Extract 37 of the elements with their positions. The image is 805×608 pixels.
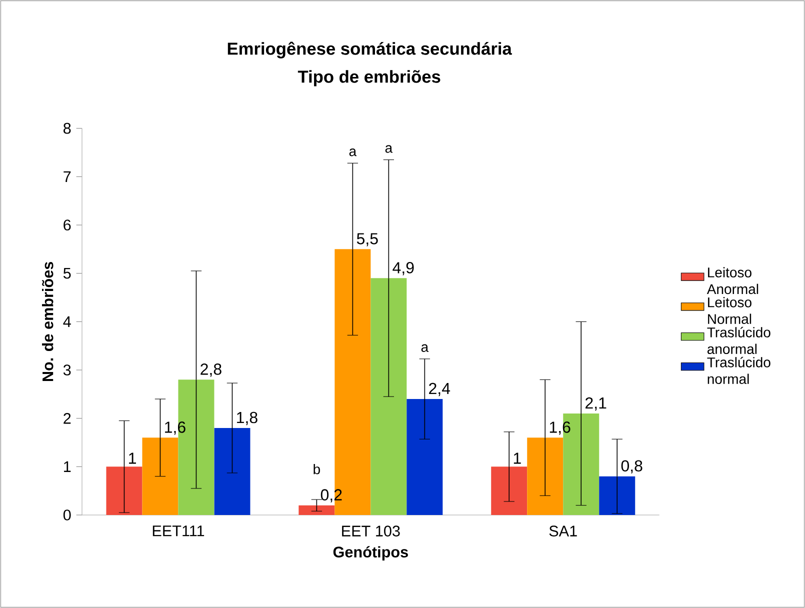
chart-title: Emriogênese somática secundária — [228, 42, 512, 58]
annotation: a — [349, 148, 357, 156]
legend-label: Traslúcido anormal — [707, 326, 770, 354]
y-tick-label: 8 — [64, 122, 71, 134]
y-tick-label: 6 — [64, 220, 71, 230]
data-label: 0,8 — [621, 460, 642, 474]
x-tick-label: SA1 — [549, 526, 577, 536]
x-tick-label: EET 103 — [342, 526, 400, 536]
y-axis-title: No. de embriões — [42, 262, 54, 382]
data-label: 2,4 — [429, 382, 450, 396]
annotation: a — [385, 145, 393, 153]
data-label: 2,1 — [586, 397, 606, 411]
x-tick-label: EET111 — [152, 526, 204, 536]
data-label: 4,9 — [392, 262, 414, 276]
annotation: b — [314, 464, 320, 474]
bar — [370, 278, 407, 515]
legend-label: Leitoso Normal — [708, 297, 752, 324]
y-tick-label: 7 — [64, 171, 71, 182]
legend-label: Leitoso Anormal — [706, 267, 758, 294]
chart-subtitle: Tipo de embriões — [298, 70, 440, 86]
y-tick-label: 5 — [63, 268, 71, 279]
y-tick-label: 2 — [64, 412, 71, 424]
data-label: 1,8 — [237, 412, 258, 426]
y-tick-label: 1 — [64, 461, 71, 472]
y-tick-label: 3 — [63, 364, 71, 376]
bar — [142, 438, 178, 515]
y-tick-label: 0 — [63, 510, 71, 520]
legend-label: Traslúcido normal — [707, 356, 770, 384]
data-label: 1 — [514, 452, 521, 464]
bar — [298, 505, 335, 515]
annotation: a — [421, 344, 429, 352]
bar — [406, 399, 443, 515]
x-axis-title: Genótipos — [333, 546, 408, 561]
y-tick-label: 4 — [63, 316, 71, 327]
data-label: 2,8 — [200, 364, 222, 377]
data-label: 1 — [129, 452, 136, 464]
data-label: 5,5 — [356, 233, 378, 246]
